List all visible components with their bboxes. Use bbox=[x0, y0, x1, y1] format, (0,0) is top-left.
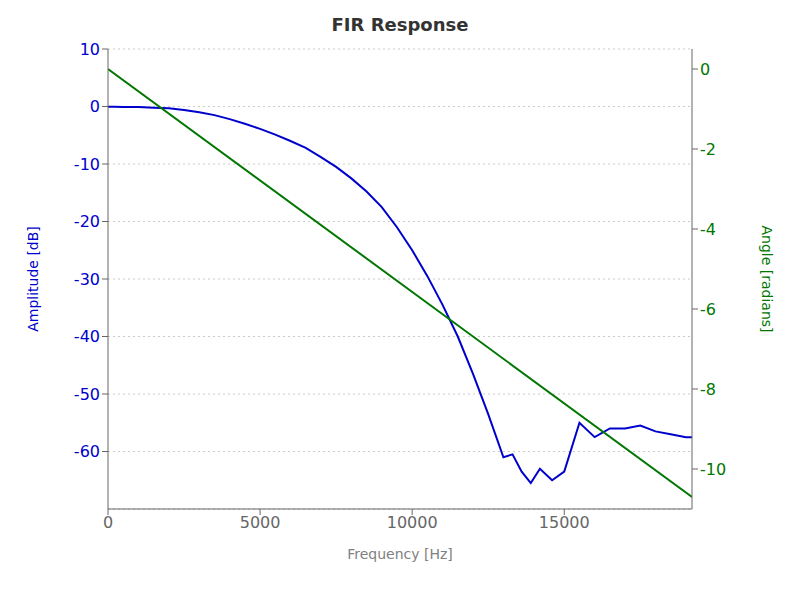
svg-text:5000: 5000 bbox=[240, 513, 281, 532]
svg-text:15000: 15000 bbox=[539, 513, 590, 532]
svg-text:-8: -8 bbox=[700, 380, 716, 399]
svg-text:Amplitude [dB]: Amplitude [dB] bbox=[25, 226, 41, 332]
svg-text:0: 0 bbox=[90, 97, 100, 116]
svg-text:10000: 10000 bbox=[387, 513, 438, 532]
svg-text:-10: -10 bbox=[74, 155, 100, 174]
svg-text:-2: -2 bbox=[700, 140, 716, 159]
svg-text:-4: -4 bbox=[700, 220, 716, 239]
svg-text:-30: -30 bbox=[74, 270, 100, 289]
svg-text:10: 10 bbox=[80, 40, 100, 59]
svg-text:0: 0 bbox=[700, 60, 710, 79]
svg-text:-6: -6 bbox=[700, 300, 716, 319]
html-text:FIR Response: FIR Response bbox=[331, 14, 469, 35]
svg-text:-40: -40 bbox=[74, 327, 100, 346]
svg-text:-10: -10 bbox=[700, 460, 726, 479]
svg-text:Angle [radians]: Angle [radians] bbox=[759, 225, 775, 332]
svg-text:-20: -20 bbox=[74, 212, 100, 231]
svg-text:-50: -50 bbox=[74, 385, 100, 404]
svg-text:Frequency [Hz]: Frequency [Hz] bbox=[347, 546, 453, 562]
svg-text:-60: -60 bbox=[74, 442, 100, 461]
svg-text:0: 0 bbox=[103, 513, 113, 532]
